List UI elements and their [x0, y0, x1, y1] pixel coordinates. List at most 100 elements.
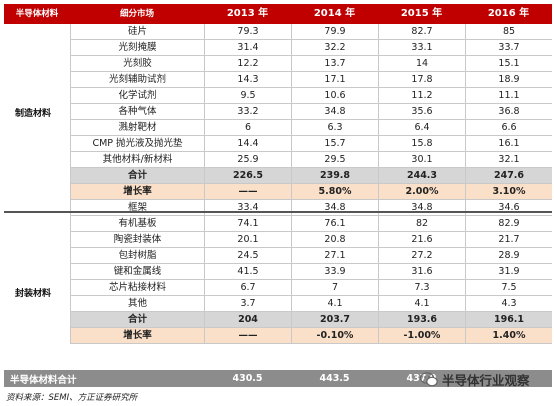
- value-cell: 14.3: [204, 72, 291, 88]
- value-cell: 244.3: [378, 168, 465, 184]
- segment-name: 化学试剂: [70, 88, 204, 104]
- value-cell: 34.8: [291, 104, 378, 120]
- value-cell: 31.9: [465, 264, 552, 280]
- value-cell: 13.7: [291, 56, 378, 72]
- table-row: 键和金属线 41.5 33.9 31.6 31.9: [4, 264, 552, 280]
- value-cell: 20.8: [291, 232, 378, 248]
- value-cell: 6.3: [291, 120, 378, 136]
- value-cell: 15.7: [291, 136, 378, 152]
- value-cell: 34.6: [465, 200, 552, 216]
- value-cell: 15.1: [465, 56, 552, 72]
- value-cell: 30.1: [378, 152, 465, 168]
- value-cell: 14: [378, 56, 465, 72]
- grand-total-value: 443.5: [319, 373, 350, 384]
- value-cell: 12.2: [204, 56, 291, 72]
- header-material: 半导体材料: [15, 8, 59, 19]
- segment-name: 增长率: [70, 328, 204, 344]
- value-cell: 10.6: [291, 88, 378, 104]
- value-cell: 79.3: [204, 24, 291, 40]
- value-cell: 16.1: [465, 136, 552, 152]
- value-cell: 33.2: [204, 104, 291, 120]
- value-cell: 34.8: [291, 200, 378, 216]
- value-cell: 41.5: [204, 264, 291, 280]
- segment-name: 各种气体: [70, 104, 204, 120]
- segment-name: 溅射靶材: [70, 120, 204, 136]
- grand-total-label: 半导体材料合计: [10, 374, 77, 386]
- value-cell: 6.7: [204, 280, 291, 296]
- value-cell: 17.1: [291, 72, 378, 88]
- table-row: 芯片粘接材料 6.7 7 7.3 7.5: [4, 280, 552, 296]
- segment-name: 增长率: [70, 184, 204, 200]
- value-cell: 82: [378, 216, 465, 232]
- section-label-manufacturing: 制造材料: [14, 108, 51, 119]
- value-cell: 7.3: [378, 280, 465, 296]
- wechat-icon: [419, 372, 438, 387]
- value-cell: 29.5: [291, 152, 378, 168]
- segment-name: 键和金属线: [70, 264, 204, 280]
- value-cell: 34.8: [378, 200, 465, 216]
- value-cell: 6.6: [465, 120, 552, 136]
- segment-name: 光刻胶: [70, 56, 204, 72]
- value-cell: 79.9: [291, 24, 378, 40]
- value-cell: 15.8: [378, 136, 465, 152]
- grand-total-value: 430.5: [232, 373, 263, 384]
- value-cell: 247.6: [465, 168, 552, 184]
- value-cell: 7: [291, 280, 378, 296]
- value-cell: 33.1: [378, 40, 465, 56]
- segment-name: 框架: [70, 200, 204, 216]
- value-cell: 33.7: [465, 40, 552, 56]
- value-cell: 6.4: [378, 120, 465, 136]
- value-cell: 14.4: [204, 136, 291, 152]
- header-year: 2016 年: [487, 8, 530, 19]
- segment-name: 光刻掩膜: [70, 40, 204, 56]
- value-cell: 226.5: [204, 168, 291, 184]
- segment-name: 其他材料/新材料: [70, 152, 204, 168]
- grand-total-row: 半导体材料合计 430.5 443.5 437.9: [4, 370, 552, 387]
- value-cell: 74.1: [204, 216, 291, 232]
- table-row: 其他材料/新材料 25.9 29.5 30.1 32.1: [4, 152, 552, 168]
- value-cell: 32.2: [291, 40, 378, 56]
- table-header: 半导体材料 细分市场 2013 年 2014 年 2015 年 2016 年: [4, 4, 552, 24]
- table-row: 溅射靶材 6 6.3 6.4 6.6: [4, 120, 552, 136]
- value-cell: 82.7: [378, 24, 465, 40]
- table-row: 光刻胶 12.2 13.7 14 15.1: [4, 56, 552, 72]
- segment-name: 合计: [70, 168, 204, 184]
- value-cell: 31.6: [378, 264, 465, 280]
- header-year: 2013 年: [226, 8, 269, 19]
- header-year: 2015 年: [400, 8, 443, 19]
- value-cell: 20.1: [204, 232, 291, 248]
- value-cell: 1.40%: [465, 328, 552, 344]
- value-cell: 4.1: [378, 296, 465, 312]
- segment-name: 其他: [70, 296, 204, 312]
- header-year: 2014 年: [313, 8, 356, 19]
- value-cell: 9.5: [204, 88, 291, 104]
- segment-name: 硅片: [70, 24, 204, 40]
- value-cell: 4.1: [291, 296, 378, 312]
- value-cell: 27.1: [291, 248, 378, 264]
- table-row: 光刻辅助试剂 14.3 17.1 17.8 18.9: [4, 72, 552, 88]
- section-divider: [4, 211, 552, 213]
- value-cell: 36.8: [465, 104, 552, 120]
- source-note: 资料来源：SEMI、方正证券研究所: [6, 393, 138, 403]
- segment-name: 包封树脂: [70, 248, 204, 264]
- sum-row: 合计 204 203.7 193.6 196.1: [4, 312, 552, 328]
- value-cell: 28.9: [465, 248, 552, 264]
- value-cell: 6: [204, 120, 291, 136]
- segment-name: 有机基板: [70, 216, 204, 232]
- header-segment: 细分市场: [119, 8, 154, 19]
- value-cell: 3.7: [204, 296, 291, 312]
- table-row: 光刻掩膜 31.4 32.2 33.1 33.7: [4, 40, 552, 56]
- value-cell: 193.6: [378, 312, 465, 328]
- value-cell: -0.10%: [291, 328, 378, 344]
- value-cell: 5.80%: [291, 184, 378, 200]
- watermark: 半导体行业观察: [419, 370, 530, 389]
- segment-name: 陶瓷封装体: [70, 232, 204, 248]
- value-cell: 11.2: [378, 88, 465, 104]
- value-cell: 32.1: [465, 152, 552, 168]
- value-cell: 4.3: [465, 296, 552, 312]
- value-cell: 7.5: [465, 280, 552, 296]
- value-cell: 76.1: [291, 216, 378, 232]
- materials-table: 半导体材料 细分市场 2013 年 2014 年 2015 年 2016 年 硅…: [4, 4, 552, 344]
- value-cell: 82.9: [465, 216, 552, 232]
- value-cell: 11.1: [465, 88, 552, 104]
